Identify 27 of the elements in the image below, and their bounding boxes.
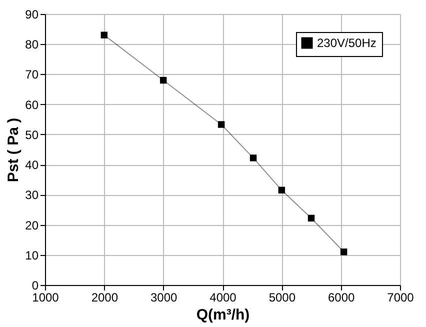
y-axis-title: Pst ( Pa ) (5, 118, 22, 182)
x-tick-label: 5000 (268, 290, 296, 304)
y-tick-label: 60 (25, 98, 39, 112)
y-tick-label: 90 (25, 8, 39, 22)
y-tick-label: 40 (25, 158, 39, 172)
y-tick-label: 80 (25, 38, 39, 52)
x-axis-title: Q(m³/h) (196, 306, 250, 324)
point (218, 121, 225, 128)
point (100, 32, 108, 38)
x-tick-label: 6000 (328, 290, 356, 304)
point (278, 186, 286, 194)
y-tick-label: 10 (25, 248, 39, 262)
legend-label: 230V/50Hz (317, 36, 376, 50)
y-tick-label: 50 (25, 128, 39, 142)
y-tick-label: 30 (25, 188, 39, 202)
point (340, 248, 348, 256)
x-tick-label: 7000 (387, 290, 414, 304)
point (308, 214, 315, 222)
y-tick-label: 0 (32, 278, 39, 292)
x-tick-label: 1000 (32, 290, 60, 304)
x-tick-label: 2000 (91, 290, 118, 304)
point (250, 154, 257, 162)
x-tick-label: 3000 (150, 290, 178, 304)
y-tick-label: 70 (25, 68, 39, 82)
x-tick-label: 4000 (210, 290, 237, 304)
point (160, 76, 167, 84)
y-tick-label: 20 (25, 218, 39, 232)
